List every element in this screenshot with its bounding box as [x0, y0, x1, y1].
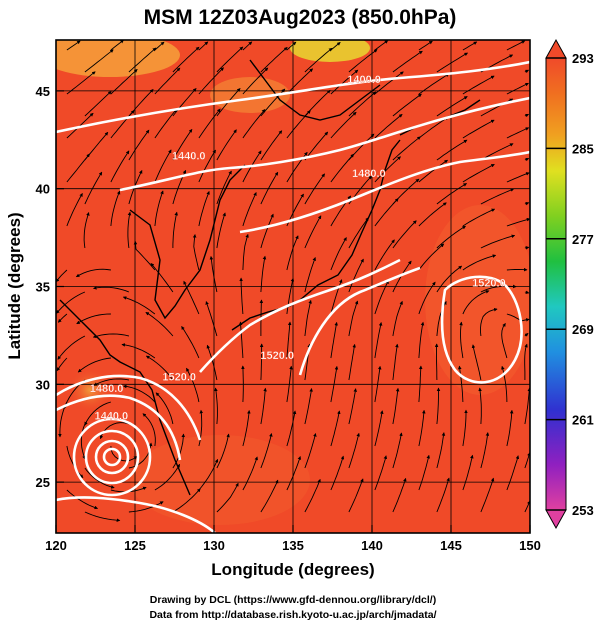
x-tick-label: 125 [124, 538, 146, 553]
contour-label: 1520.0 [472, 278, 506, 290]
cool-region-north [290, 34, 370, 62]
y-tick-label: 35 [36, 280, 50, 295]
colorbar-tick-label: 269 [572, 322, 594, 337]
x-tick-label: 140 [361, 538, 383, 553]
x-axis-label: Longitude (degrees) [211, 560, 374, 579]
colorbar: 293 285 277 269 261 253 [546, 40, 594, 528]
streamline [507, 270, 527, 271]
contour-label: 1400.0 [347, 74, 381, 86]
contour-label: 1520.0 [260, 350, 294, 362]
colorbar-tick-label: 293 [572, 51, 594, 66]
contour-label: 1440.0 [94, 411, 128, 423]
colorbar-top-arrow [546, 40, 566, 58]
credit-line-1: Drawing by DCL (https://www.gfd-dennou.o… [150, 594, 436, 606]
contour-label: 1520.0 [162, 371, 196, 383]
figure-title: MSM 12Z03Aug2023 (850.0hPa) [144, 6, 457, 29]
x-tick-label: 135 [282, 538, 304, 553]
colorbar-tick-label: 285 [572, 141, 594, 156]
colorbar-bottom-arrow [546, 510, 566, 528]
x-tick-label: 145 [440, 538, 462, 553]
y-tick-label: 25 [36, 475, 50, 490]
colorbar-tick-label: 253 [572, 503, 594, 518]
warm-region-south [130, 435, 310, 525]
x-tick-label: 130 [203, 538, 225, 553]
contour-label: 1480.0 [90, 383, 124, 395]
x-tick-label: 120 [45, 538, 67, 553]
y-tick-label: 30 [36, 377, 50, 392]
credit-line-2: Data from http://database.rish.kyoto-u.a… [149, 609, 436, 621]
temperature-field: 1400.0 1440.0 1480.0 1520.0 1520.0 1520.0 1480… [40, 33, 535, 533]
contour-label: 1480.0 [352, 168, 386, 180]
y-axis-label: Latitude (degrees) [5, 212, 24, 359]
colorbar-tick-label: 261 [572, 413, 594, 428]
warm-region-east [425, 205, 535, 395]
y-tick-label: 40 [36, 182, 50, 197]
x-tick-label: 150 [519, 538, 541, 553]
colorbar-tick-label: 277 [572, 232, 594, 247]
contour-label: 1440.0 [172, 150, 206, 162]
colorbar-gradient [546, 58, 566, 510]
y-tick-label: 45 [36, 84, 50, 99]
streamline [243, 366, 244, 402]
